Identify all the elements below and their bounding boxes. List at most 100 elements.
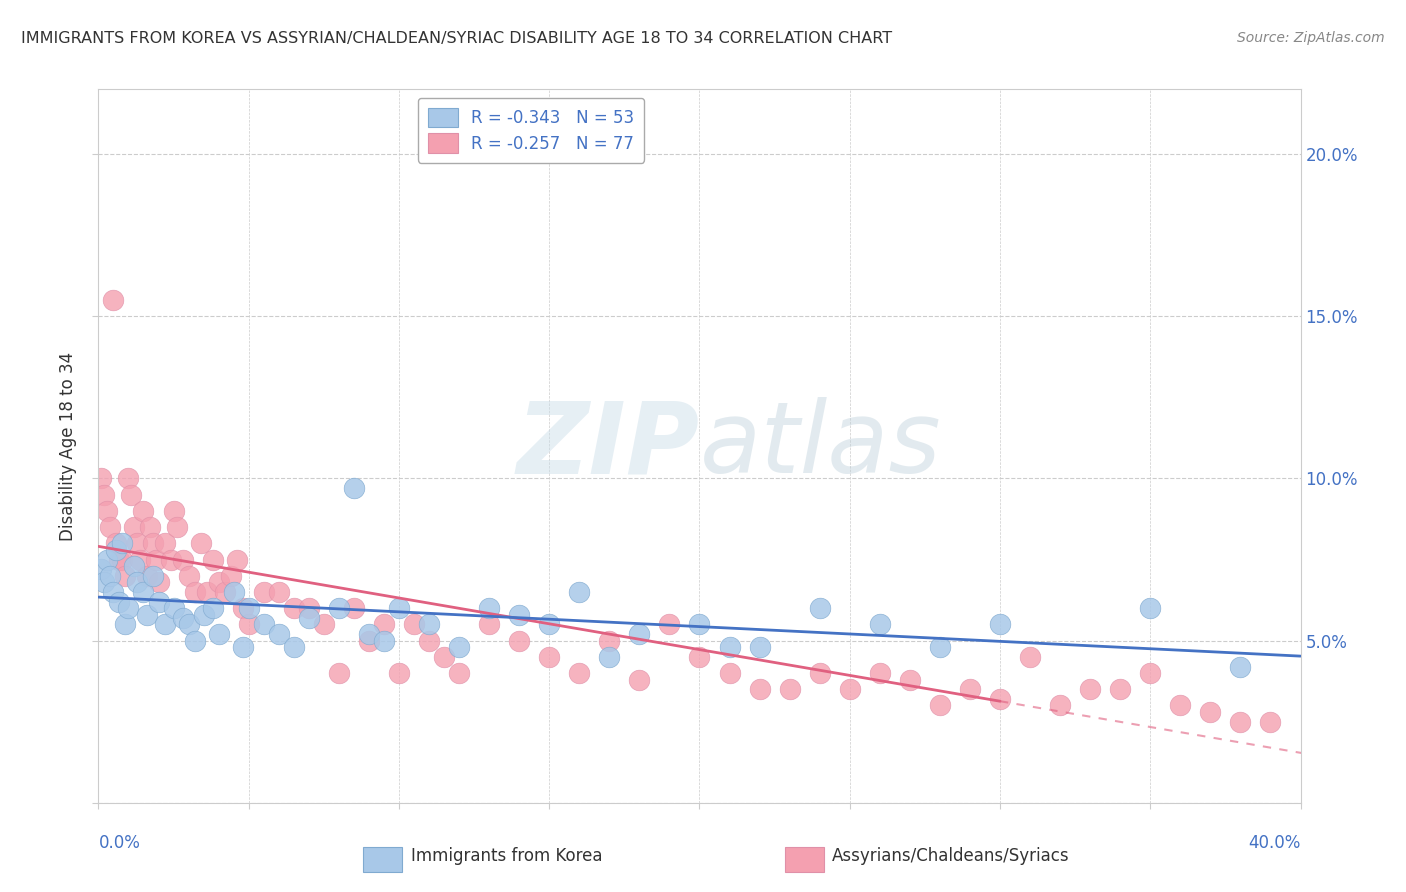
Point — [267, 585, 290, 599]
Text: ZIP: ZIP — [516, 398, 700, 494]
Point — [148, 595, 170, 609]
Point — [93, 488, 115, 502]
Point — [177, 617, 200, 632]
Point — [538, 617, 561, 632]
Point — [929, 698, 952, 713]
Point — [808, 601, 831, 615]
Point — [478, 601, 501, 615]
Point — [201, 601, 224, 615]
Point — [1139, 601, 1161, 615]
Point — [283, 640, 305, 654]
Point — [312, 617, 335, 632]
Point — [658, 617, 681, 632]
Point — [195, 585, 218, 599]
Point — [718, 666, 741, 681]
Point — [718, 640, 741, 654]
Point — [508, 607, 530, 622]
Point — [779, 682, 801, 697]
Point — [1078, 682, 1101, 697]
Point — [93, 575, 115, 590]
Point — [90, 471, 112, 485]
Point — [114, 568, 136, 582]
Point — [111, 536, 134, 550]
Point — [598, 633, 620, 648]
Point — [328, 601, 350, 615]
Point — [127, 575, 149, 590]
Point — [253, 617, 276, 632]
Point — [96, 552, 118, 566]
Legend: R = -0.343   N = 53, R = -0.257   N = 77: R = -0.343 N = 53, R = -0.257 N = 77 — [418, 97, 644, 162]
Point — [121, 488, 143, 502]
Text: Source: ZipAtlas.com: Source: ZipAtlas.com — [1237, 31, 1385, 45]
Point — [208, 627, 231, 641]
Point — [105, 542, 128, 557]
Point — [1049, 698, 1071, 713]
Point — [988, 617, 1011, 632]
Point — [388, 666, 411, 681]
Point — [124, 559, 146, 574]
Point — [108, 552, 131, 566]
Point — [138, 520, 160, 534]
Text: Assyrians/Chaldeans/Syriacs: Assyrians/Chaldeans/Syriacs — [832, 847, 1070, 865]
Point — [388, 601, 411, 615]
Point — [129, 552, 152, 566]
Point — [208, 575, 231, 590]
Point — [135, 607, 157, 622]
Point — [232, 640, 254, 654]
Point — [1170, 698, 1192, 713]
Point — [568, 585, 591, 599]
Point — [162, 504, 184, 518]
Point — [105, 536, 128, 550]
Point — [433, 649, 456, 664]
Point — [267, 627, 290, 641]
Text: IMMIGRANTS FROM KOREA VS ASSYRIAN/CHALDEAN/SYRIAC DISABILITY AGE 18 TO 34 CORREL: IMMIGRANTS FROM KOREA VS ASSYRIAN/CHALDE… — [21, 31, 893, 46]
Point — [959, 682, 981, 697]
Point — [190, 536, 212, 550]
Point — [214, 585, 236, 599]
Point — [172, 552, 194, 566]
Point — [201, 552, 224, 566]
Point — [148, 575, 170, 590]
Point — [162, 601, 184, 615]
Point — [1260, 714, 1282, 729]
Point — [100, 520, 122, 534]
Point — [153, 617, 176, 632]
Point — [869, 666, 891, 681]
Point — [132, 504, 155, 518]
Point — [108, 595, 131, 609]
Point — [253, 585, 276, 599]
Point — [357, 633, 380, 648]
Point — [283, 601, 305, 615]
Point — [929, 640, 952, 654]
Point — [1139, 666, 1161, 681]
Point — [238, 617, 260, 632]
Point — [90, 562, 112, 576]
Point — [628, 673, 651, 687]
Point — [183, 585, 205, 599]
Point — [898, 673, 921, 687]
Point — [111, 552, 134, 566]
Point — [748, 682, 770, 697]
Point — [538, 649, 561, 664]
Point — [1199, 705, 1222, 719]
Point — [183, 633, 205, 648]
Point — [808, 666, 831, 681]
Point — [598, 649, 620, 664]
Point — [1019, 649, 1042, 664]
Point — [418, 633, 440, 648]
Point — [177, 568, 200, 582]
Point — [141, 536, 163, 550]
Point — [135, 568, 157, 582]
Point — [117, 601, 139, 615]
Point — [748, 640, 770, 654]
Point — [1109, 682, 1132, 697]
Point — [328, 666, 350, 681]
Point — [117, 471, 139, 485]
Point — [298, 611, 321, 625]
Point — [103, 585, 125, 599]
Point — [103, 293, 125, 307]
Point — [628, 627, 651, 641]
Point — [219, 568, 242, 582]
Text: atlas: atlas — [700, 398, 941, 494]
Point — [222, 585, 245, 599]
